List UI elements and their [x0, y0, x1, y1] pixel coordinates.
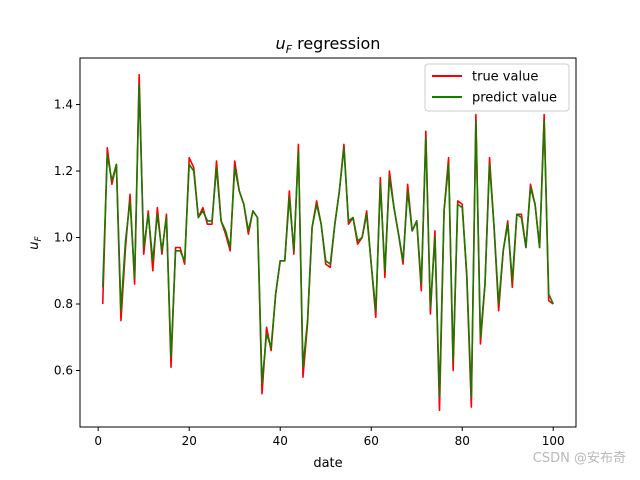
y-tick-label: 1.2 [54, 164, 73, 178]
title-text: regression [292, 34, 380, 53]
lines-layer [101, 73, 554, 412]
legend-label-true: true value [472, 70, 538, 85]
series-line-predict [101, 83, 554, 398]
y-ticks: 0.6 0.8 1.0 1.2 1.4 [54, 98, 80, 377]
watermark: CSDN @安布奇 [532, 451, 626, 466]
x-tick-label: 20 [182, 434, 197, 448]
y-tick-label: 0.6 [54, 363, 73, 377]
y-axis-label: uF [27, 235, 44, 249]
x-ticks: 0 20 40 60 80 100 [94, 427, 565, 448]
ylabel-symbol: u [27, 241, 42, 249]
x-tick-label: 60 [364, 434, 379, 448]
legend-label-predict: predict value [472, 91, 557, 106]
ylabel-subscript: F [34, 235, 44, 241]
legend: true value predict value [424, 63, 570, 112]
x-tick-label: 0 [94, 434, 102, 448]
x-tick-label: 100 [542, 434, 565, 448]
x-axis-label: date [313, 456, 342, 471]
title-subscript: F [286, 43, 293, 56]
y-tick-label: 1.4 [54, 98, 73, 112]
chart-title: uF regression [276, 34, 381, 56]
x-tick-label: 80 [455, 434, 470, 448]
title-symbol: u [276, 34, 286, 53]
x-tick-label: 40 [273, 434, 288, 448]
y-tick-label: 0.8 [54, 297, 73, 311]
plot-frame [79, 57, 577, 428]
y-tick-label: 1.0 [54, 231, 73, 245]
